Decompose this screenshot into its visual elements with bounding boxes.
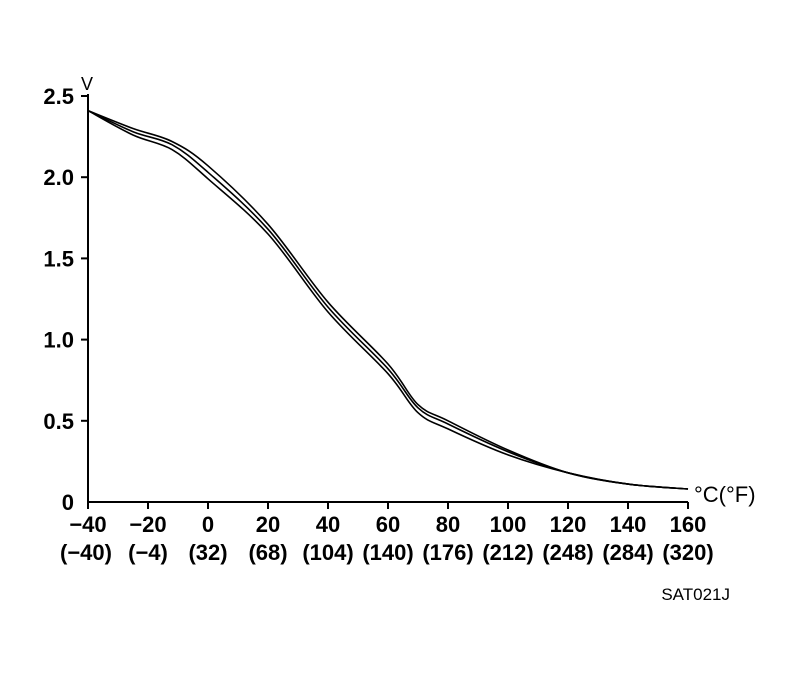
series-line-2 [87, 109, 689, 490]
y-tick-label: 1.0 [43, 328, 74, 353]
y-tick-label: 1.5 [43, 246, 74, 271]
y-tick-label: 0.5 [43, 409, 74, 434]
x-tick-label-fahrenheit: (320) [662, 540, 713, 565]
x-tick-label-celsius: 140 [610, 512, 647, 537]
y-ticks: 0 0.5 1.0 1.5 2.0 2.5 [43, 84, 88, 515]
x-tick-label-fahrenheit: (140) [362, 540, 413, 565]
x-tick-label-celsius: −40 [69, 512, 106, 537]
x-tick-label-celsius: 40 [316, 512, 340, 537]
x-ticks: −40 (−40) −20 (−4) 0 (32) 20 (68) 40 (104) 60 (140)… [60, 502, 714, 565]
y-tick-label: 0 [62, 490, 74, 515]
series-curves [87, 109, 689, 490]
y-tick-label: 2.5 [43, 84, 74, 109]
x-tick-label-fahrenheit: (−40) [60, 540, 112, 565]
y-tick-label: 2.0 [43, 165, 74, 190]
x-tick-label-celsius: −20 [129, 512, 166, 537]
axes [87, 94, 688, 503]
x-tick-label-celsius: 0 [202, 512, 214, 537]
x-tick-label-fahrenheit: (212) [482, 540, 533, 565]
x-tick-label-fahrenheit: (284) [602, 540, 653, 565]
y-axis-unit-label: V [81, 74, 93, 94]
x-tick-label-fahrenheit: (248) [542, 540, 593, 565]
x-tick-label-fahrenheit: (104) [302, 540, 353, 565]
x-tick-label-celsius: 80 [436, 512, 460, 537]
series-line-1 [87, 109, 689, 490]
x-tick-label-fahrenheit: (32) [188, 540, 227, 565]
figure-id: SAT021J [661, 585, 730, 604]
x-tick-label-celsius: 160 [670, 512, 707, 537]
x-axis-unit-label: °C(°F) [694, 482, 756, 507]
x-tick-label-celsius: 120 [550, 512, 587, 537]
x-tick-label-fahrenheit: (176) [422, 540, 473, 565]
x-tick-label-celsius: 20 [256, 512, 280, 537]
series-line-3 [87, 109, 689, 490]
x-tick-label-celsius: 60 [376, 512, 400, 537]
x-tick-label-fahrenheit: (−4) [128, 540, 168, 565]
x-tick-label-fahrenheit: (68) [248, 540, 287, 565]
x-tick-label-celsius: 100 [490, 512, 527, 537]
